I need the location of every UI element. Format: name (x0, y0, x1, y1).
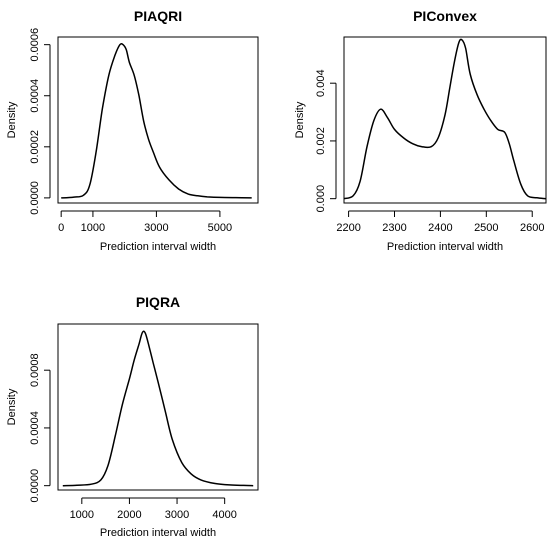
x-tick-label: 2300 (382, 222, 406, 234)
y-axis-label: Density (6, 101, 18, 138)
x-tick-label: 1000 (70, 509, 94, 521)
chart-title: PIQRA (136, 294, 180, 310)
x-tick-label: 1000 (81, 222, 105, 234)
density-curve (343, 38, 547, 200)
chart-panel-2: PIConvex Prediction interval width Density… (294, 8, 547, 253)
x-tick-label: 2500 (474, 222, 498, 234)
x-tick-label: 0 (58, 222, 64, 234)
plot-frame (57, 323, 259, 491)
y-tick-label: 0.0000 (29, 181, 41, 215)
y-tick-label: 0.002 (315, 127, 327, 155)
y-tick-label: 0.0000 (29, 469, 41, 503)
x-tick-label: 5000 (208, 222, 232, 234)
y-tick-label: 0.0002 (29, 130, 41, 164)
x-tick-label: 3000 (144, 222, 168, 234)
plot-frame (57, 36, 259, 204)
y-tick-label: 0.000 (315, 185, 327, 213)
density-curve (61, 42, 252, 199)
y-tick-label: 0.004 (315, 69, 327, 97)
x-axis-label: Prediction interval width (387, 241, 503, 253)
chart-title: PIConvex (413, 8, 477, 24)
x-tick-label: 3000 (165, 509, 189, 521)
y-tick-label: 0.0004 (29, 79, 41, 113)
chart-title: PIAQRI (134, 8, 182, 24)
plot-frame (343, 36, 547, 204)
x-tick-label: 2400 (428, 222, 452, 234)
x-tick-label: 4000 (212, 509, 236, 521)
x-tick-label: 2600 (520, 222, 544, 234)
y-tick-label: 0.0004 (29, 411, 41, 445)
y-tick-label: 0.0006 (29, 28, 41, 62)
chart-panel-1: PIAQRI Prediction interval width Density 0 1… (6, 8, 259, 253)
x-axis-label: Prediction interval width (100, 241, 216, 253)
x-axis-label: Prediction interval width (100, 527, 216, 539)
y-tick-label: 0.0008 (29, 353, 41, 387)
density-curve (62, 330, 254, 487)
y-axis-label: Density (6, 388, 18, 425)
x-tick-label: 2000 (117, 509, 141, 521)
y-axis-label: Density (294, 101, 306, 138)
chart-panel-3: PIQRA Prediction interval width Density 100… (6, 294, 259, 539)
x-tick-label: 2200 (336, 222, 360, 234)
